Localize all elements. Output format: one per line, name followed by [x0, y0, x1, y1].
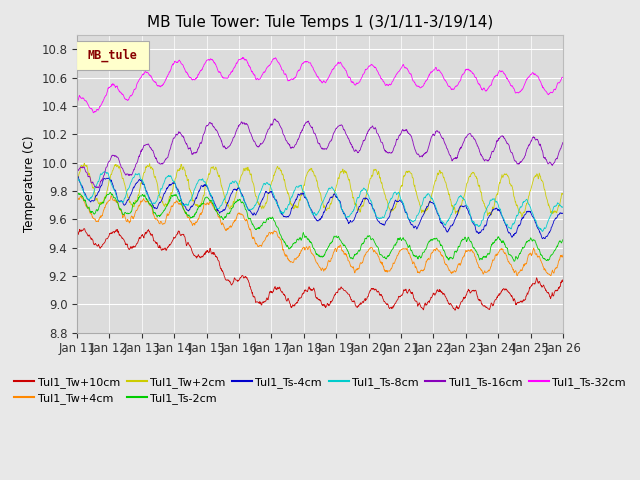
Text: MB_tule: MB_tule — [87, 49, 137, 62]
FancyBboxPatch shape — [76, 41, 149, 70]
Legend: Tul1_Tw+10cm, Tul1_Tw+4cm, Tul1_Tw+2cm, Tul1_Ts-2cm, Tul1_Ts-4cm, Tul1_Ts-8cm, T: Tul1_Tw+10cm, Tul1_Tw+4cm, Tul1_Tw+2cm, … — [10, 372, 630, 408]
Title: MB Tule Tower: Tule Temps 1 (3/1/11-3/19/14): MB Tule Tower: Tule Temps 1 (3/1/11-3/19… — [147, 15, 493, 30]
Y-axis label: Temperature (C): Temperature (C) — [22, 136, 36, 232]
